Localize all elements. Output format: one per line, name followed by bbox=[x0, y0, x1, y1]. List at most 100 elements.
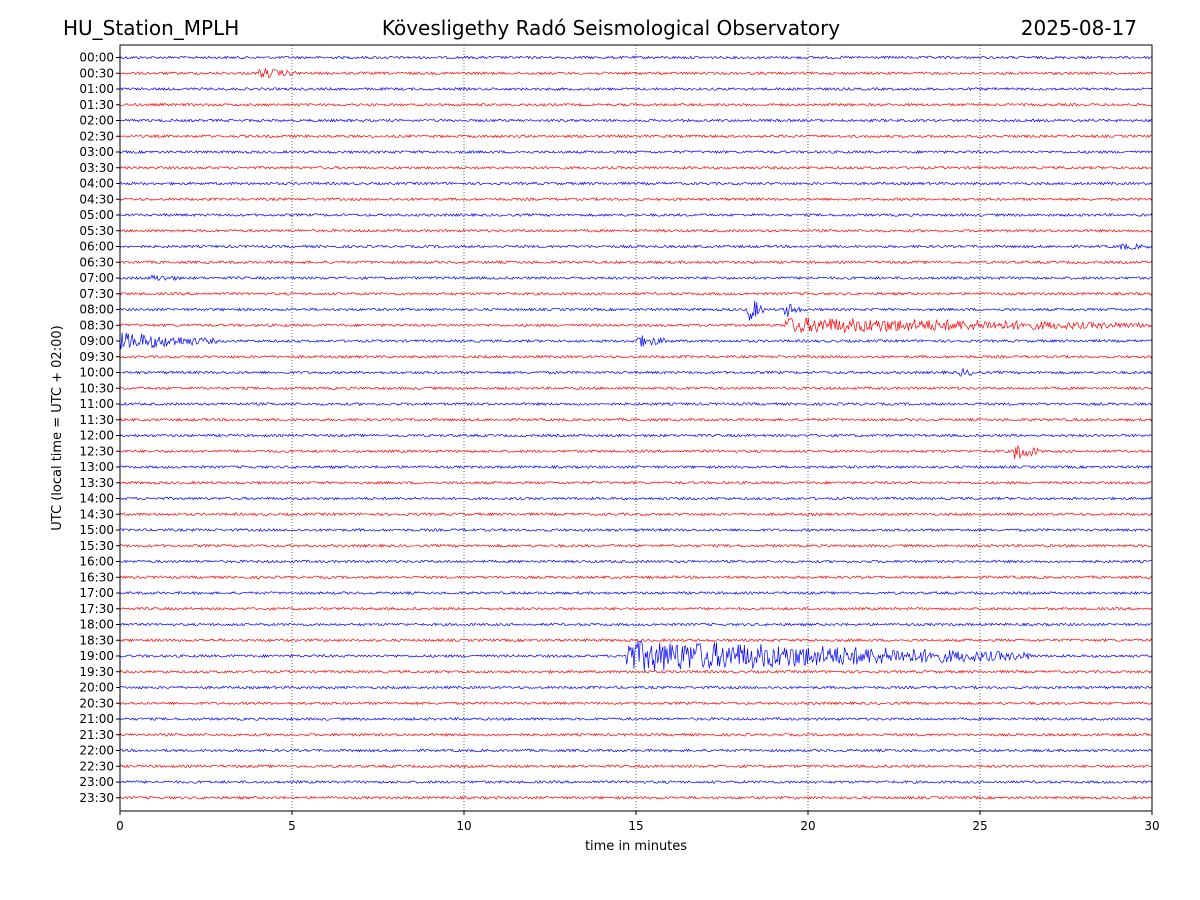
y-tick-label: 15:30 bbox=[79, 539, 114, 553]
y-tick-label: 07:30 bbox=[79, 287, 114, 301]
trace-2100 bbox=[119, 716, 1153, 722]
y-tick-label: 12:00 bbox=[79, 429, 114, 443]
y-tick-label: 00:00 bbox=[79, 51, 114, 65]
y-tick-label: 10:00 bbox=[79, 366, 114, 380]
trace-0730 bbox=[119, 291, 1153, 296]
trace-1000 bbox=[119, 367, 1153, 377]
y-tick-label: 19:00 bbox=[79, 649, 114, 663]
y-tick-label: 06:30 bbox=[79, 255, 114, 269]
trace-0600 bbox=[119, 243, 1153, 251]
station-name: HU_Station_MPLH bbox=[63, 16, 239, 40]
trace-0630 bbox=[119, 260, 1153, 265]
trace-0330 bbox=[119, 165, 1153, 170]
y-tick-label: 23:30 bbox=[79, 791, 114, 805]
x-tick-label: 0 bbox=[116, 819, 124, 833]
trace-1500 bbox=[119, 527, 1153, 533]
seismogram-traces bbox=[119, 55, 1153, 800]
trace-1030 bbox=[119, 386, 1153, 391]
y-tick-label: 03:00 bbox=[79, 145, 114, 159]
trace-1200 bbox=[119, 433, 1153, 438]
trace-0530 bbox=[119, 228, 1153, 233]
y-tick-label: 22:00 bbox=[79, 744, 114, 758]
trace-1730 bbox=[119, 606, 1153, 611]
x-tick-label: 25 bbox=[972, 819, 987, 833]
y-tick-label: 03:30 bbox=[79, 161, 114, 175]
y-tick-label: 21:30 bbox=[79, 728, 114, 742]
trace-1700 bbox=[119, 590, 1153, 596]
y-tick-label: 06:00 bbox=[79, 240, 114, 254]
y-tick-label: 20:00 bbox=[79, 681, 114, 695]
y-tick-label: 14:30 bbox=[79, 507, 114, 521]
y-tick-label: 21:00 bbox=[79, 712, 114, 726]
x-tick-label: 5 bbox=[288, 819, 296, 833]
y-tick-label: 02:00 bbox=[79, 114, 114, 128]
y-tick-label: 16:00 bbox=[79, 555, 114, 569]
trace-2000 bbox=[119, 685, 1153, 690]
trace-0930 bbox=[119, 354, 1153, 359]
y-tick-label: 01:30 bbox=[79, 98, 114, 112]
trace-2030 bbox=[119, 701, 1153, 706]
trace-0700 bbox=[119, 274, 1153, 281]
trace-2300 bbox=[119, 779, 1153, 785]
trace-0500 bbox=[119, 212, 1153, 218]
trace-1830 bbox=[119, 638, 1153, 643]
y-tick-label: 07:00 bbox=[79, 271, 114, 285]
y-tick-label: 23:00 bbox=[79, 775, 114, 789]
y-tick-label: 18:30 bbox=[79, 633, 114, 647]
y-tick-label: 16:30 bbox=[79, 570, 114, 584]
trace-1900 bbox=[119, 640, 1153, 672]
trace-0200 bbox=[119, 118, 1153, 123]
x-tick-label: 20 bbox=[800, 819, 815, 833]
y-tick-label: 13:00 bbox=[79, 460, 114, 474]
y-tick-label: 11:30 bbox=[79, 413, 114, 427]
trace-2330 bbox=[119, 795, 1153, 800]
trace-1430 bbox=[119, 512, 1153, 517]
y-tick-label: 08:30 bbox=[79, 318, 114, 332]
x-tick-label: 10 bbox=[456, 819, 471, 833]
y-tick-label: 09:00 bbox=[79, 334, 114, 348]
y-tick-label: 04:30 bbox=[79, 192, 114, 206]
x-tick-label: 30 bbox=[1144, 819, 1159, 833]
trace-2200 bbox=[119, 748, 1153, 753]
y-tick-label: 17:30 bbox=[79, 602, 114, 616]
trace-0300 bbox=[119, 149, 1153, 155]
y-tick-label: 00:30 bbox=[79, 66, 114, 80]
y-tick-label: 18:00 bbox=[79, 618, 114, 632]
trace-1530 bbox=[119, 543, 1153, 548]
y-tick-label: 22:30 bbox=[79, 759, 114, 773]
trace-1600 bbox=[119, 559, 1153, 564]
y-axis-label: UTC (local time = UTC + 02:00) bbox=[50, 325, 65, 530]
trace-0900 bbox=[119, 332, 1153, 350]
y-tick-label: 17:00 bbox=[79, 586, 114, 600]
y-tick-label: 11:00 bbox=[79, 397, 114, 411]
trace-1130 bbox=[119, 417, 1153, 422]
y-tick-label: 13:30 bbox=[79, 476, 114, 490]
chart-title: Kövesligethy Radó Seismological Observat… bbox=[382, 16, 840, 40]
x-axis-label: time in minutes bbox=[585, 839, 687, 854]
y-tick-label: 20:30 bbox=[79, 696, 114, 710]
trace-1230 bbox=[119, 445, 1153, 459]
y-tick-label: 05:00 bbox=[79, 208, 114, 222]
trace-1300 bbox=[119, 464, 1153, 470]
trace-0230 bbox=[119, 134, 1153, 139]
trace-2230 bbox=[119, 764, 1153, 769]
trace-1630 bbox=[119, 575, 1152, 580]
trace-1400 bbox=[119, 496, 1153, 501]
chart-date: 2025-08-17 bbox=[1021, 16, 1137, 40]
y-tick-label: 09:30 bbox=[79, 350, 114, 364]
y-tick-label: 10:30 bbox=[79, 381, 114, 395]
trace-1330 bbox=[119, 480, 1153, 485]
y-tick-label: 14:00 bbox=[79, 492, 114, 506]
trace-2130 bbox=[119, 732, 1153, 737]
trace-1100 bbox=[119, 401, 1153, 407]
trace-0430 bbox=[119, 197, 1153, 202]
vertical-gridlines bbox=[291, 45, 981, 811]
trace-0130 bbox=[119, 102, 1153, 107]
y-tick-label: 02:30 bbox=[79, 129, 114, 143]
y-tick-label: 15:00 bbox=[79, 523, 114, 537]
trace-0100 bbox=[119, 86, 1153, 92]
y-tick-label: 04:00 bbox=[79, 177, 114, 191]
y-tick-label: 19:30 bbox=[79, 665, 114, 679]
